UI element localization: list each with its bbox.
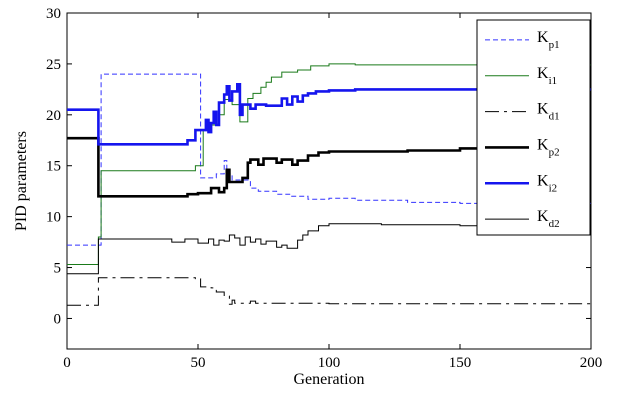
legend-label-kd2: Kd2	[537, 208, 560, 230]
legend-label-kp1: Kp1	[537, 29, 560, 51]
legend-label-main: K	[537, 136, 549, 153]
legend-label-main: K	[537, 172, 549, 189]
x-tick-label: 50	[191, 355, 206, 371]
legend-label-kd1: Kd1	[537, 101, 560, 123]
legend-label-main: K	[537, 29, 549, 46]
x-axis-title: Generation	[293, 371, 364, 388]
series-line-kp1	[67, 73, 591, 246]
series-line-ki2	[67, 83, 591, 146]
x-tick-label: 200	[580, 355, 603, 371]
y-tick-label: 10	[46, 210, 61, 226]
ticks-layer: 0 50 100 150 200 0 5 10 15 20 25 30	[46, 6, 602, 371]
legend-label-kp2: Kp2	[537, 136, 560, 158]
y-tick-label: 30	[46, 6, 61, 22]
y-tick-label: 0	[54, 311, 62, 327]
legend-label-sub: d2	[549, 218, 560, 230]
series-line-ki1	[67, 63, 591, 265]
legend-label-sub: p2	[549, 146, 560, 158]
series-line-kd2	[67, 223, 591, 275]
legend-label-sub: i2	[549, 182, 558, 194]
series-layer	[67, 63, 591, 306]
legend-label-sub: d1	[549, 111, 560, 123]
y-tick-label: 15	[46, 159, 61, 175]
legend-label-ki1: Ki1	[537, 65, 557, 87]
legend-label-main: K	[537, 65, 549, 82]
x-tick-label: 150	[449, 355, 472, 371]
series-line-kp2	[67, 136, 591, 198]
y-axis-title: PID parameters	[13, 131, 30, 231]
y-tick-label: 20	[46, 108, 61, 124]
legend-box	[476, 19, 591, 236]
legend-label-ki2: Ki2	[537, 172, 557, 194]
y-tick-label: 5	[54, 261, 62, 277]
legend-label-sub: p1	[549, 39, 560, 51]
legend-label-main: K	[537, 101, 549, 118]
x-tick-label: 100	[318, 355, 341, 371]
series-line-kd1	[67, 277, 591, 306]
x-tick-label: 0	[63, 355, 71, 371]
legend-label-sub: i1	[549, 75, 558, 87]
legend-label-main: K	[537, 208, 549, 225]
y-tick-label: 25	[46, 57, 61, 73]
